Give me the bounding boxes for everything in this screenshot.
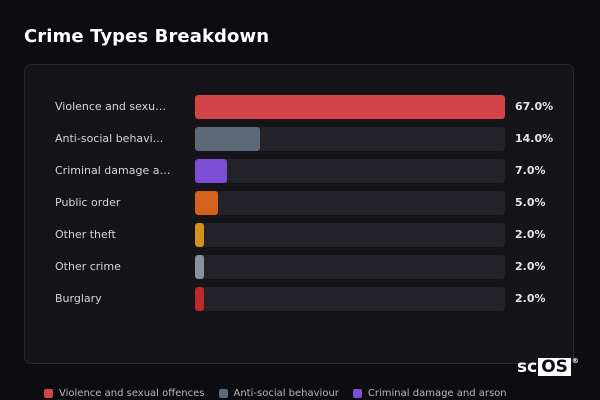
bar (195, 287, 204, 311)
bar-track (195, 159, 505, 183)
bar-row: Public order 5.0% (25, 191, 575, 215)
bar-value-label: 7.0% (515, 164, 546, 177)
legend-label: Violence and sexual offences (59, 387, 205, 399)
bar-track (195, 191, 505, 215)
registered-mark: ® (571, 357, 579, 365)
legend-label: Criminal damage and arson (367, 387, 507, 399)
bar-label: Other crime (55, 260, 121, 273)
legend-label: Anti-social behaviour (233, 387, 339, 399)
bar-track (195, 127, 505, 151)
scos-logo: sc OS ® (517, 357, 579, 377)
bar-row: Other theft 2.0% (25, 223, 575, 247)
bar-label: Public order (55, 196, 121, 209)
bar (195, 223, 204, 247)
bar-track (195, 287, 505, 311)
chart-panel: Violence and sexua... 67.0% Anti-social be… (24, 64, 574, 364)
bar-label: Burglary (55, 292, 102, 305)
bar-value-label: 2.0% (515, 228, 546, 241)
logo-boxed-text: OS (538, 358, 571, 376)
bar-value-label: 5.0% (515, 196, 546, 209)
bar (195, 95, 505, 119)
bar-value-label: 67.0% (515, 100, 554, 113)
bar-label: Anti-social behavi... (55, 132, 164, 145)
bar-row: Burglary 2.0% (25, 287, 575, 311)
bar-label: Other theft (55, 228, 116, 241)
logo-prefix: sc (517, 357, 538, 377)
bar-row: Criminal damage an... 7.0% (25, 159, 575, 183)
bar-label: Violence and sexua... (55, 100, 171, 113)
bar (195, 191, 218, 215)
bar-label: Criminal damage an... (55, 164, 171, 177)
bar (195, 159, 227, 183)
bar-track (195, 223, 505, 247)
legend-swatch (218, 388, 228, 398)
bar-track (195, 95, 505, 119)
legend-swatch (352, 388, 362, 398)
bar (195, 255, 204, 279)
bar-value-label: 2.0% (515, 292, 546, 305)
legend-item: Violence and sexual offences (44, 386, 205, 400)
legend-item: Criminal damage and arson (352, 386, 507, 400)
legend-swatch (44, 388, 53, 398)
bar-value-label: 2.0% (515, 260, 546, 273)
bar-track (195, 255, 505, 279)
bar-row: Other crime 2.0% (25, 255, 575, 279)
bar-row: Violence and sexua... 67.0% (25, 95, 575, 119)
bar-value-label: 14.0% (515, 132, 554, 145)
chart-legend: Violence and sexual offences Anti-social … (44, 386, 507, 400)
bar (195, 127, 260, 151)
legend-item: Anti-social behaviour (218, 386, 339, 400)
bar-row: Anti-social behavi... 14.0% (25, 127, 575, 151)
chart-title: Crime Types Breakdown (24, 26, 270, 47)
